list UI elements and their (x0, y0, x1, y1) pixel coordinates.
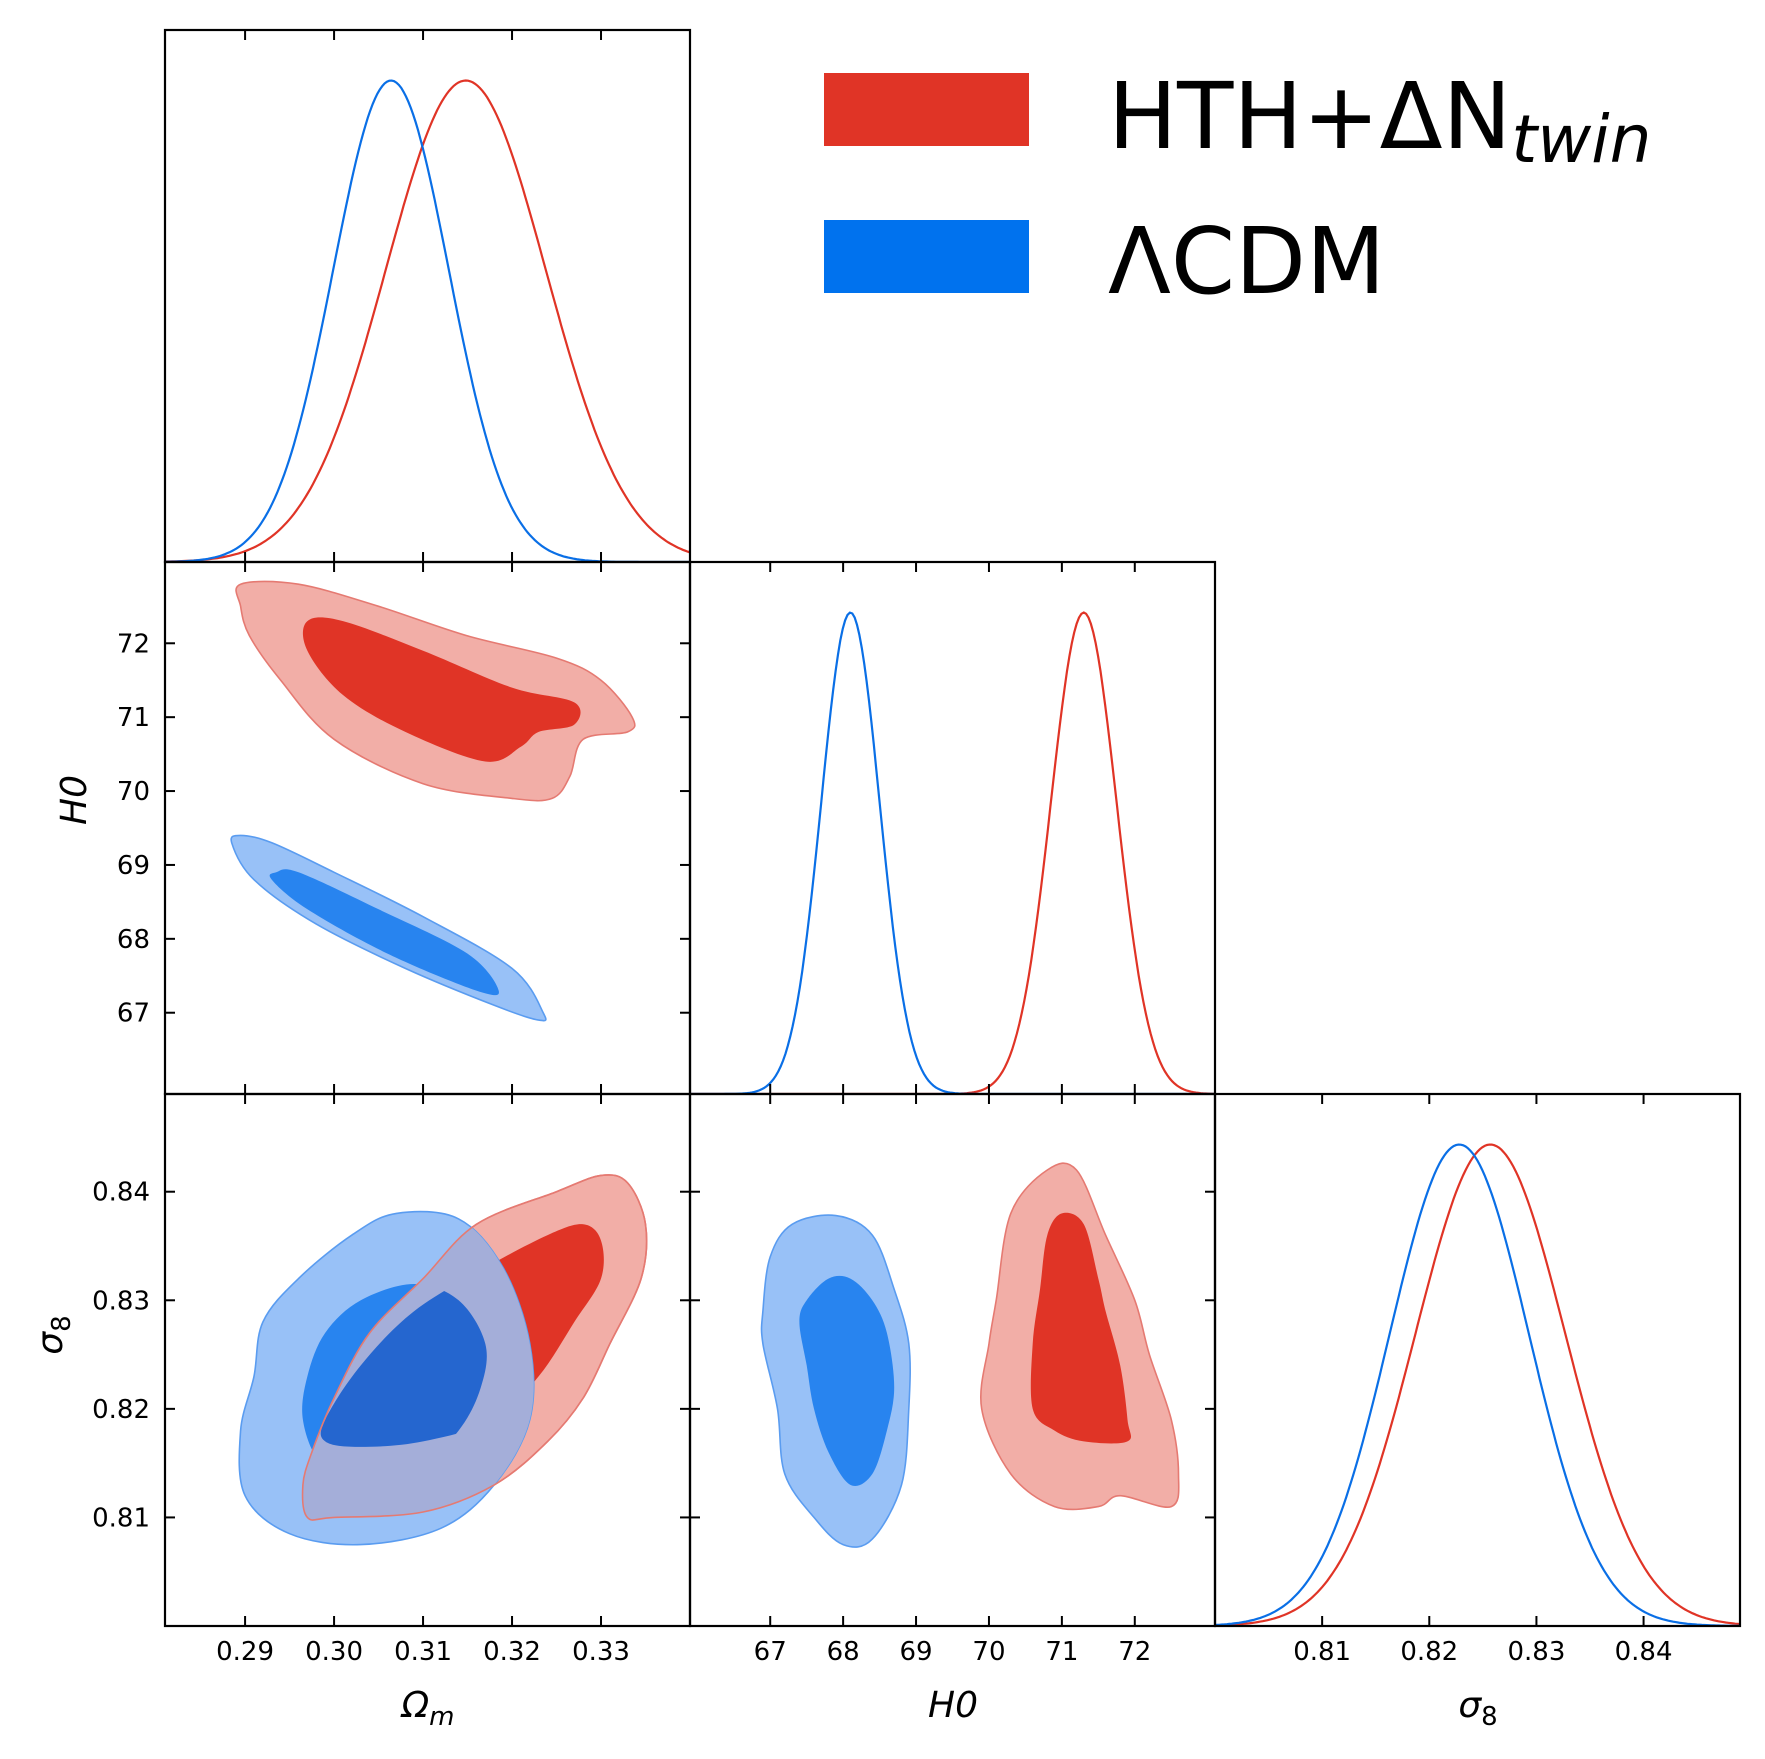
tick-label-x-h0-1: 68 (827, 1637, 860, 1667)
tick-label-x-s8-0: 0.81 (1293, 1637, 1351, 1667)
tick-label-x-h0-2: 69 (899, 1637, 932, 1667)
tick-label-x-s8-2: 0.83 (1507, 1637, 1565, 1667)
legend-label-lcdm: ΛCDM (1108, 208, 1385, 315)
tick-label-y-h0-2: 69 (117, 851, 150, 881)
tick-label-y-s8-2: 0.83 (92, 1286, 150, 1316)
tick-label-x-om-2: 0.31 (394, 1637, 452, 1667)
tick-label-x-s8-1: 0.82 (1400, 1637, 1458, 1667)
legend-swatch-hth (824, 73, 1029, 146)
tick-label-x-om-0: 0.29 (216, 1637, 274, 1667)
tick-label-x-h0-4: 71 (1045, 1637, 1078, 1667)
tick-label-y-s8-1: 0.82 (92, 1395, 150, 1425)
xlabel-h0: H0 (928, 1685, 978, 1726)
xlabel-s8-sub: 8 (1481, 1702, 1498, 1732)
legend-label-hth-sub: twin (1511, 101, 1651, 178)
tick-label-x-h0-0: 67 (754, 1637, 787, 1667)
ylabel-h0-main: H0 (54, 775, 95, 825)
tick-label-x-om-4: 0.33 (572, 1637, 630, 1667)
corner-plot: 0.29 0.30 0.31 0.32 0.33 67 68 69 70 71 72 0.81 0.82… (0, 0, 1765, 1759)
ylabel-s8-sub: 8 (47, 1315, 77, 1332)
tick-label-y-h0-4: 71 (117, 703, 150, 733)
xlabel-om-sub: m (429, 1702, 454, 1732)
tick-label-x-s8-3: 0.84 (1615, 1637, 1673, 1667)
xlabel-s8-main: σ (1458, 1685, 1482, 1726)
tick-label-y-h0-5: 72 (117, 629, 150, 659)
tick-label-y-h0-3: 70 (117, 777, 150, 807)
legend-label-lcdm-main: ΛCDM (1108, 208, 1385, 315)
ylabel-s8-main: σ (30, 1331, 71, 1355)
legend-label-hth-main: HTH+ΔN (1108, 63, 1511, 170)
tick-label-x-h0-5: 72 (1118, 1637, 1151, 1667)
ylabel-h0: H0 (54, 775, 95, 825)
tick-label-x-om-1: 0.30 (305, 1637, 363, 1667)
tick-label-y-h0-1: 68 (117, 925, 150, 955)
tick-label-y-h0-0: 67 (117, 999, 150, 1029)
legend-swatch-lcdm (824, 220, 1029, 293)
tick-label-x-h0-3: 70 (972, 1637, 1005, 1667)
xlabel-om-main: Ω (400, 1685, 430, 1726)
tick-label-x-om-3: 0.32 (483, 1637, 541, 1667)
tick-label-y-s8-0: 0.81 (92, 1503, 150, 1533)
tick-label-y-s8-3: 0.84 (92, 1178, 150, 1208)
xlabel-h0-main: H0 (928, 1685, 978, 1726)
